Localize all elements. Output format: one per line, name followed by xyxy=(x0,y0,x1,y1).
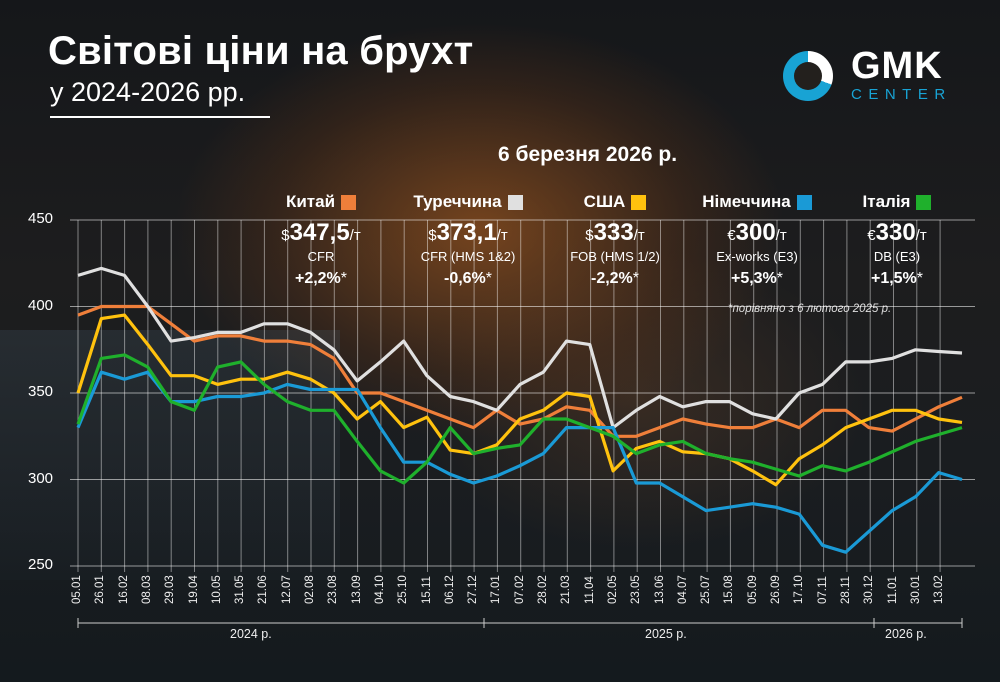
legend-card: Туреччина $373,1/т CFR (HMS 1&2) -0,6%* xyxy=(393,192,543,288)
x-tick-label: 04.10 xyxy=(373,575,386,604)
x-tick-label: 04.07 xyxy=(676,575,689,604)
x-tick-label: 08.03 xyxy=(140,575,153,604)
series-line xyxy=(76,353,963,485)
x-tick-label: 17.10 xyxy=(793,575,806,604)
x-tick-label: 13.02 xyxy=(933,575,946,604)
x-tick-label: 02.05 xyxy=(606,575,619,604)
x-tick-label: 17.01 xyxy=(490,575,503,604)
x-tick-label: 07.11 xyxy=(816,576,829,604)
legend-card: Німеччина €300/т Ex-works (E3) +5,3%* xyxy=(682,192,832,288)
country-label: Італія xyxy=(862,192,911,211)
x-tick-label: 26.01 xyxy=(94,575,107,604)
logo-primary: GMK xyxy=(851,45,943,87)
price-change: +2,2%* xyxy=(294,270,348,287)
series-line xyxy=(77,266,963,430)
x-tick-label: 23.05 xyxy=(630,575,643,604)
price-basis: CFR (HMS 1&2) xyxy=(420,249,516,264)
legend-swatch xyxy=(507,194,523,210)
legend-swatch xyxy=(916,194,932,210)
report-date: 6 березня 2026 р. xyxy=(498,143,678,166)
y-tick-label: 400 xyxy=(28,296,54,314)
x-tick-label: 19.04 xyxy=(187,575,200,604)
x-tick-label: 05.09 xyxy=(746,575,759,604)
x-tick-label: 05.01 xyxy=(71,575,83,604)
price-basis: CFR xyxy=(307,249,335,264)
x-tick-label: 10.05 xyxy=(210,575,223,604)
year-label: 2026 р. xyxy=(885,627,927,641)
x-tick-label: 27.12 xyxy=(467,575,480,604)
price-value: $373,1/т xyxy=(428,219,508,246)
price-value: $333/т xyxy=(585,219,645,246)
x-tick-label: 12.07 xyxy=(280,575,293,604)
x-tick-label: 25.07 xyxy=(700,575,713,604)
logo-secondary: CENTER xyxy=(851,86,952,103)
legend-card: Китай $347,5/т CFR +2,2%* xyxy=(246,192,396,288)
x-tick-label: 11.01 xyxy=(886,576,899,604)
y-tick-label: 250 xyxy=(28,556,54,573)
x-tick-label: 07.02 xyxy=(513,575,526,604)
x-tick-label: 30.12 xyxy=(863,575,876,604)
x-tick-label: 11.04 xyxy=(583,576,596,604)
legend-card: США $333/т FOB (HMS 1/2) -2,2%* xyxy=(540,192,690,288)
x-tick-label: 15.08 xyxy=(723,575,736,604)
price-change: -0,6%* xyxy=(443,270,493,287)
x-tick-label: 25.10 xyxy=(397,575,410,604)
y-tick-label: 350 xyxy=(28,383,54,400)
x-tick-label: 28.11 xyxy=(839,576,852,604)
legend-swatch xyxy=(796,194,812,210)
legend-card: Італія €330/т DB (E3) +1,5%* xyxy=(822,192,972,288)
price-basis: DB (E3) xyxy=(873,249,921,264)
x-tick-label: 29.03 xyxy=(164,575,177,604)
x-tick-label: 21.03 xyxy=(560,575,573,604)
page-title: Світові ціни на брухт xyxy=(48,29,474,73)
country-label: Китай xyxy=(285,192,336,211)
price-basis: FOB (HMS 1/2) xyxy=(570,249,660,264)
series-line xyxy=(76,313,963,487)
logo-ring-icon xyxy=(783,51,833,101)
legend-swatch xyxy=(631,194,647,210)
x-tick-label: 30.01 xyxy=(909,575,922,604)
country-label: Туреччина xyxy=(413,192,502,211)
price-change: +5,3%* xyxy=(730,270,784,287)
x-tick-label: 23.08 xyxy=(327,575,340,604)
price-change: -2,2%* xyxy=(590,270,640,287)
year-label: 2025 р. xyxy=(645,627,687,641)
x-tick-label: 28.02 xyxy=(537,575,549,604)
series-line xyxy=(76,370,963,554)
x-tick-label: 26.09 xyxy=(770,575,782,604)
page-subtitle: у 2024-2026 рр. xyxy=(50,77,246,107)
country-label: США xyxy=(583,192,626,211)
x-tick-label: 13.09 xyxy=(350,575,363,604)
gmk-center-logo: GMK CENTER xyxy=(783,45,952,104)
y-tick-label: 450 xyxy=(28,210,54,227)
price-change: +1,5%* xyxy=(870,270,924,287)
y-tick-label: 300 xyxy=(28,469,54,487)
x-tick-label: 16.02 xyxy=(117,575,130,604)
price-value: $347,5/т xyxy=(281,219,361,246)
x-tick-label: 06.12 xyxy=(443,575,456,604)
price-value: €300/т xyxy=(727,219,787,246)
x-tick-label: 13.06 xyxy=(653,575,666,604)
x-tick-label: 21.06 xyxy=(257,575,270,604)
title-underline xyxy=(50,116,270,118)
x-tick-label: 31.05 xyxy=(234,575,247,604)
price-value: €330/т xyxy=(867,219,927,246)
series-line xyxy=(77,304,963,438)
x-tick-label: 02.08 xyxy=(304,575,316,604)
legend-swatch xyxy=(341,194,357,210)
x-tick-label: 15.11 xyxy=(420,576,433,604)
year-label: 2024 р. xyxy=(230,627,272,641)
country-label: Німеччина xyxy=(702,192,791,211)
price-basis: Ex-works (E3) xyxy=(716,249,798,264)
